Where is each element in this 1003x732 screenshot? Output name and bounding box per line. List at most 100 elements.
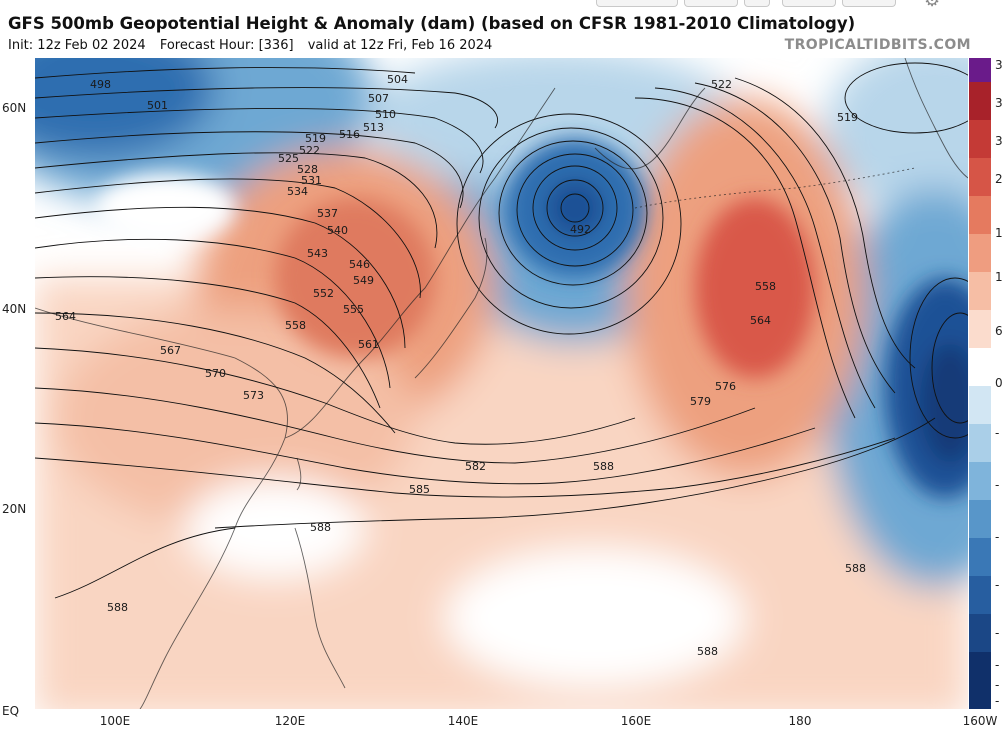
colorbar-cell [969, 424, 991, 463]
colorbar-label: 0 [995, 376, 1003, 390]
lat-label: 20N [2, 502, 27, 516]
contour-label: 549 [353, 274, 374, 287]
lat-label: 40N [2, 302, 27, 316]
philippines-coastline [294, 527, 346, 689]
contour-line [546, 179, 604, 237]
contour-line [734, 77, 916, 369]
alaska-coastline [904, 58, 968, 179]
contour-label: 585 [409, 483, 430, 496]
contour-line [516, 153, 634, 267]
contour-line [844, 62, 968, 134]
warm-anomaly-core [695, 198, 815, 378]
contour-line [931, 312, 968, 424]
colorbar-label: - [995, 678, 1000, 692]
neutral-area [445, 548, 745, 688]
contour-label: 522 [299, 144, 320, 157]
contour-line [35, 276, 381, 409]
aleutian-chain [634, 167, 916, 209]
kamchatka-coastline [594, 87, 706, 170]
contour-line [498, 140, 648, 286]
top-toolbar-button[interactable] [744, 0, 770, 7]
contour-label: 588 [310, 521, 331, 534]
contour-label: 513 [363, 121, 384, 134]
lon-label: 160E [620, 714, 652, 728]
top-toolbar-button[interactable] [596, 0, 678, 7]
lon-label: 140E [447, 714, 479, 728]
valid-time: valid at 12z Fri, Feb 16 2024 [307, 38, 493, 53]
contour-label: 531 [301, 174, 322, 187]
lat-label: 60N [2, 101, 27, 115]
map-panel: 498 501 504 507 510 513 516 519 522 525 … [35, 58, 968, 709]
forecast-hour: Forecast Hour: [336] [159, 38, 294, 53]
contour-line [35, 152, 438, 249]
contour-label: 555 [343, 303, 364, 316]
lon-label: 100E [99, 714, 131, 728]
asia-coastline [35, 307, 288, 709]
colorbar-cell [969, 538, 991, 577]
colorbar-label: 6 [995, 324, 1003, 338]
cool-anomaly-area [825, 58, 968, 218]
colorbar-label: - [995, 658, 1000, 672]
contour-label: 510 [375, 108, 396, 121]
contour-label: 573 [243, 389, 264, 402]
colorbar-cell [969, 386, 991, 425]
anomaly-colorbar: 3 3 3 2 1 1 6 0 - - - - - - - - [969, 58, 1003, 709]
contour-label: 570 [205, 367, 226, 380]
height-contours [35, 62, 968, 599]
anomaly-map: 498 501 504 507 510 513 516 519 522 525 … [35, 58, 968, 709]
contour-label: 564 [55, 310, 76, 323]
contour-label: 582 [465, 460, 486, 473]
top-toolbar-button[interactable] [842, 0, 896, 7]
contour-line [214, 417, 936, 529]
neutral-area [185, 478, 365, 578]
lon-label: 120E [274, 714, 306, 728]
east-asia-coastline [284, 87, 556, 439]
lon-label: 160W [962, 714, 998, 728]
lat-label: EQ [2, 704, 20, 718]
contour-label: 501 [147, 99, 168, 112]
contour-label: 558 [285, 319, 306, 332]
contour-label: 522 [711, 78, 732, 91]
site-brand[interactable]: TROPICALTIDBITS.COM [784, 37, 971, 53]
contour-line [35, 108, 484, 174]
taiwan-coastline [296, 457, 302, 491]
warm-anomaly-area [55, 308, 415, 528]
header: ⚙ GFS 500mb Geopotential Height & Anomal… [0, 0, 1003, 58]
colorbar-label: - [995, 578, 1000, 592]
colorbar-label: 3 [995, 58, 1003, 72]
top-toolbar-button[interactable] [782, 0, 836, 7]
colorbar-label: 1 [995, 270, 1003, 284]
contour-line [35, 347, 636, 445]
contour-line [456, 113, 682, 335]
colorbar-label: - [995, 626, 1000, 640]
colorbar-label: - [995, 478, 1000, 492]
colorbar-cell [969, 652, 991, 709]
contour-label: 558 [755, 280, 776, 293]
contour-label: 492 [570, 223, 591, 236]
japan-coastline [414, 237, 488, 379]
colorbar-cell [969, 462, 991, 501]
contour-line [35, 178, 421, 299]
colorbar-cell [969, 58, 991, 83]
contour-line [35, 131, 464, 209]
map-subtitle: Init: 12z Feb 02 2024 Forecast Hour: [33… [8, 38, 502, 53]
contour-line [694, 82, 896, 394]
contour-line [35, 387, 756, 464]
contour-label: 588 [593, 460, 614, 473]
contour-label: 519 [837, 111, 858, 124]
colorbar-label: 2 [995, 172, 1003, 186]
contour-label: 525 [278, 152, 299, 165]
contour-label: 588 [697, 645, 718, 658]
colorbar-cell [969, 500, 991, 539]
contour-line [634, 97, 856, 419]
gear-icon[interactable]: ⚙ [924, 0, 941, 11]
contour-label: 588 [107, 601, 128, 614]
neutral-area [95, 173, 235, 243]
contour-line [532, 165, 618, 251]
map-title: GFS 500mb Geopotential Height & Anomaly … [8, 14, 856, 33]
contour-label: 507 [368, 92, 389, 105]
contour-label: 528 [297, 163, 318, 176]
cool-anomaly-area [365, 58, 745, 188]
top-toolbar-button[interactable] [684, 0, 738, 7]
contour-label: 543 [307, 247, 328, 260]
